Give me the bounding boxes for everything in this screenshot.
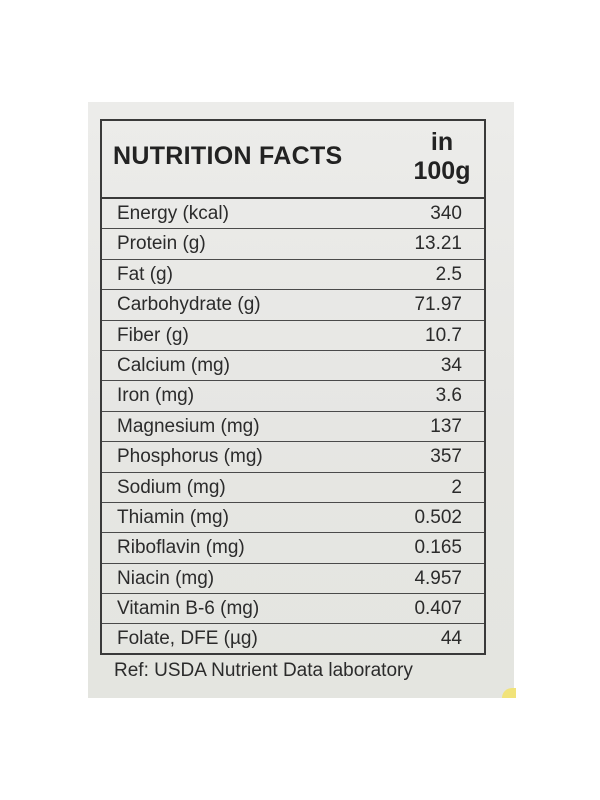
table-row: Thiamin (mg) 0.502 bbox=[102, 503, 484, 534]
nutrient-name: Fat (g) bbox=[117, 263, 173, 285]
nutrient-name: Protein (g) bbox=[117, 233, 206, 255]
nutrient-amount: 3.6 bbox=[435, 385, 462, 407]
nutrient-name: Iron (mg) bbox=[117, 385, 195, 407]
table-title: NUTRITION FACTS bbox=[113, 142, 343, 170]
nutrient-amount: 137 bbox=[430, 415, 462, 437]
nutrient-amount: 44 bbox=[440, 628, 462, 650]
serving-basis: in 100g bbox=[409, 128, 475, 186]
table-row: Energy (kcal) 340 bbox=[102, 199, 484, 230]
table-row: Riboflavin (mg) 0.165 bbox=[102, 533, 484, 564]
table-row: Iron (mg) 3.6 bbox=[102, 381, 484, 412]
nutrient-name: Riboflavin (mg) bbox=[117, 537, 245, 559]
nutrient-name: Magnesium (mg) bbox=[117, 415, 260, 437]
nutrient-name: Energy (kcal) bbox=[117, 203, 229, 224]
table-row: Niacin (mg) 4.957 bbox=[102, 564, 484, 595]
source-reference: Ref: USDA Nutrient Data laboratory bbox=[114, 660, 413, 681]
nutrient-amount: 2.5 bbox=[435, 263, 462, 285]
serving-basis-line1: in bbox=[430, 128, 454, 156]
table-row: Protein (g) 13.21 bbox=[102, 229, 484, 260]
table-row: Calcium (mg) 34 bbox=[102, 351, 484, 382]
nutrient-amount: 0.407 bbox=[414, 598, 462, 620]
nutrient-name: Thiamin (mg) bbox=[117, 506, 229, 528]
table-row: Carbohydrate (g) 71.97 bbox=[102, 290, 484, 321]
table-row: Fiber (g) 10.7 bbox=[102, 321, 484, 351]
nutrient-amount: 10.7 bbox=[425, 324, 462, 346]
nutrient-name: Phosphorus (mg) bbox=[117, 446, 263, 468]
table-row: Phosphorus (mg) 357 bbox=[102, 442, 484, 473]
nutrient-amount: 4.957 bbox=[414, 567, 462, 589]
table-row: Sodium (mg) 2 bbox=[102, 473, 484, 503]
table-row: Vitamin B-6 (mg) 0.407 bbox=[102, 594, 484, 625]
nutrient-amount: 2 bbox=[451, 476, 462, 498]
nutrient-amount: 0.165 bbox=[414, 537, 462, 559]
nutrient-name: Calcium (mg) bbox=[117, 354, 230, 376]
nutrient-amount: 13.21 bbox=[414, 233, 462, 255]
nutrient-name: Carbohydrate (g) bbox=[117, 294, 261, 316]
nutrient-amount: 71.97 bbox=[414, 294, 462, 316]
nutrient-name: Sodium (mg) bbox=[117, 476, 226, 498]
nutrient-name: Vitamin B-6 (mg) bbox=[117, 598, 260, 620]
nutrition-facts-table: NUTRITION FACTS in 100g Energy (kcal) 34… bbox=[100, 119, 486, 655]
serving-basis-line2: 100g bbox=[413, 157, 471, 185]
table-row: Fat (g) 2.5 bbox=[102, 260, 484, 291]
nutrient-name: Folate, DFE (µg) bbox=[117, 628, 258, 650]
table-header: NUTRITION FACTS in 100g bbox=[102, 121, 484, 199]
nutrition-label: NUTRITION FACTS in 100g Energy (kcal) 34… bbox=[88, 102, 516, 698]
table-row: Magnesium (mg) 137 bbox=[102, 412, 484, 443]
nutrient-amount: 357 bbox=[430, 446, 462, 468]
table-row: Folate, DFE (µg) 44 bbox=[102, 624, 484, 654]
nutrient-amount: 340 bbox=[430, 203, 462, 224]
nutrient-amount: 0.502 bbox=[414, 506, 462, 528]
nutrient-rows: Energy (kcal) 340 Protein (g) 13.21 Fat … bbox=[102, 199, 484, 655]
nutrient-amount: 34 bbox=[440, 354, 462, 376]
nutrient-name: Niacin (mg) bbox=[117, 567, 215, 589]
nutrient-name: Fiber (g) bbox=[117, 324, 189, 346]
